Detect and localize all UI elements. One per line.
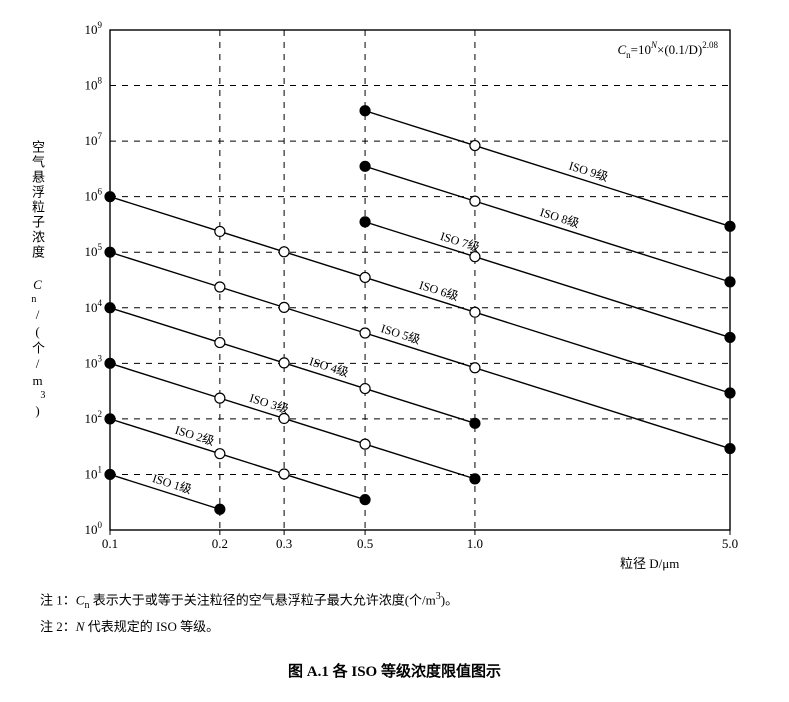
y-axis-label: 空气悬浮粒子浓度 Cn/(个/m3) <box>28 140 48 440</box>
svg-text:ISO 7级: ISO 7级 <box>439 229 482 255</box>
svg-text:0.5: 0.5 <box>357 536 373 551</box>
svg-text:1.0: 1.0 <box>467 536 483 551</box>
svg-text:104: 104 <box>85 298 103 315</box>
svg-text:ISO 1级: ISO 1级 <box>151 471 194 497</box>
svg-text:ISO 2级: ISO 2级 <box>173 423 216 449</box>
svg-text:0.3: 0.3 <box>276 536 292 551</box>
note-2: 注 2：N 代表规定的 ISO 等级。 <box>40 615 458 638</box>
svg-text:108: 108 <box>85 76 103 93</box>
svg-text:105: 105 <box>85 242 103 259</box>
svg-text:0.2: 0.2 <box>212 536 228 551</box>
svg-text:109: 109 <box>85 20 103 37</box>
svg-text:ISO 4级: ISO 4级 <box>308 354 351 380</box>
svg-text:106: 106 <box>85 187 103 204</box>
svg-text:Cn=10N×(0.1/D)2.08: Cn=10N×(0.1/D)2.08 <box>617 40 718 60</box>
svg-text:0.1: 0.1 <box>102 536 118 551</box>
note-1: 注 1：Cn 表示大于或等于关注粒径的空气悬浮粒子最大允许浓度(个/m3)。 <box>40 588 458 615</box>
figure-container: 100 101 102 103 104 105 106 107 108 109 0.1 0.2 0.3 0… <box>0 0 789 702</box>
svg-text:107: 107 <box>85 131 103 148</box>
svg-text:103: 103 <box>85 353 103 370</box>
svg-text:ISO 5级: ISO 5级 <box>379 321 422 347</box>
svg-text:ISO 9级: ISO 9级 <box>567 159 610 185</box>
svg-text:5.0: 5.0 <box>722 536 738 551</box>
svg-text:102: 102 <box>85 409 103 426</box>
figure-caption: 图 A.1 各 ISO 等级浓度限值图示 <box>0 660 789 681</box>
figure-notes: 注 1：Cn 表示大于或等于关注粒径的空气悬浮粒子最大允许浓度(个/m3)。 注… <box>40 588 458 638</box>
svg-text:ISO 8级: ISO 8级 <box>538 205 581 231</box>
iso-class-chart: 100 101 102 103 104 105 106 107 108 109 0.1 0.2 0.3 0… <box>0 0 789 585</box>
svg-text:101: 101 <box>85 464 103 481</box>
svg-text:ISO 6级: ISO 6级 <box>417 278 460 304</box>
svg-text:100: 100 <box>85 520 103 537</box>
svg-text:粒径 D/μm: 粒径 D/μm <box>620 556 679 571</box>
